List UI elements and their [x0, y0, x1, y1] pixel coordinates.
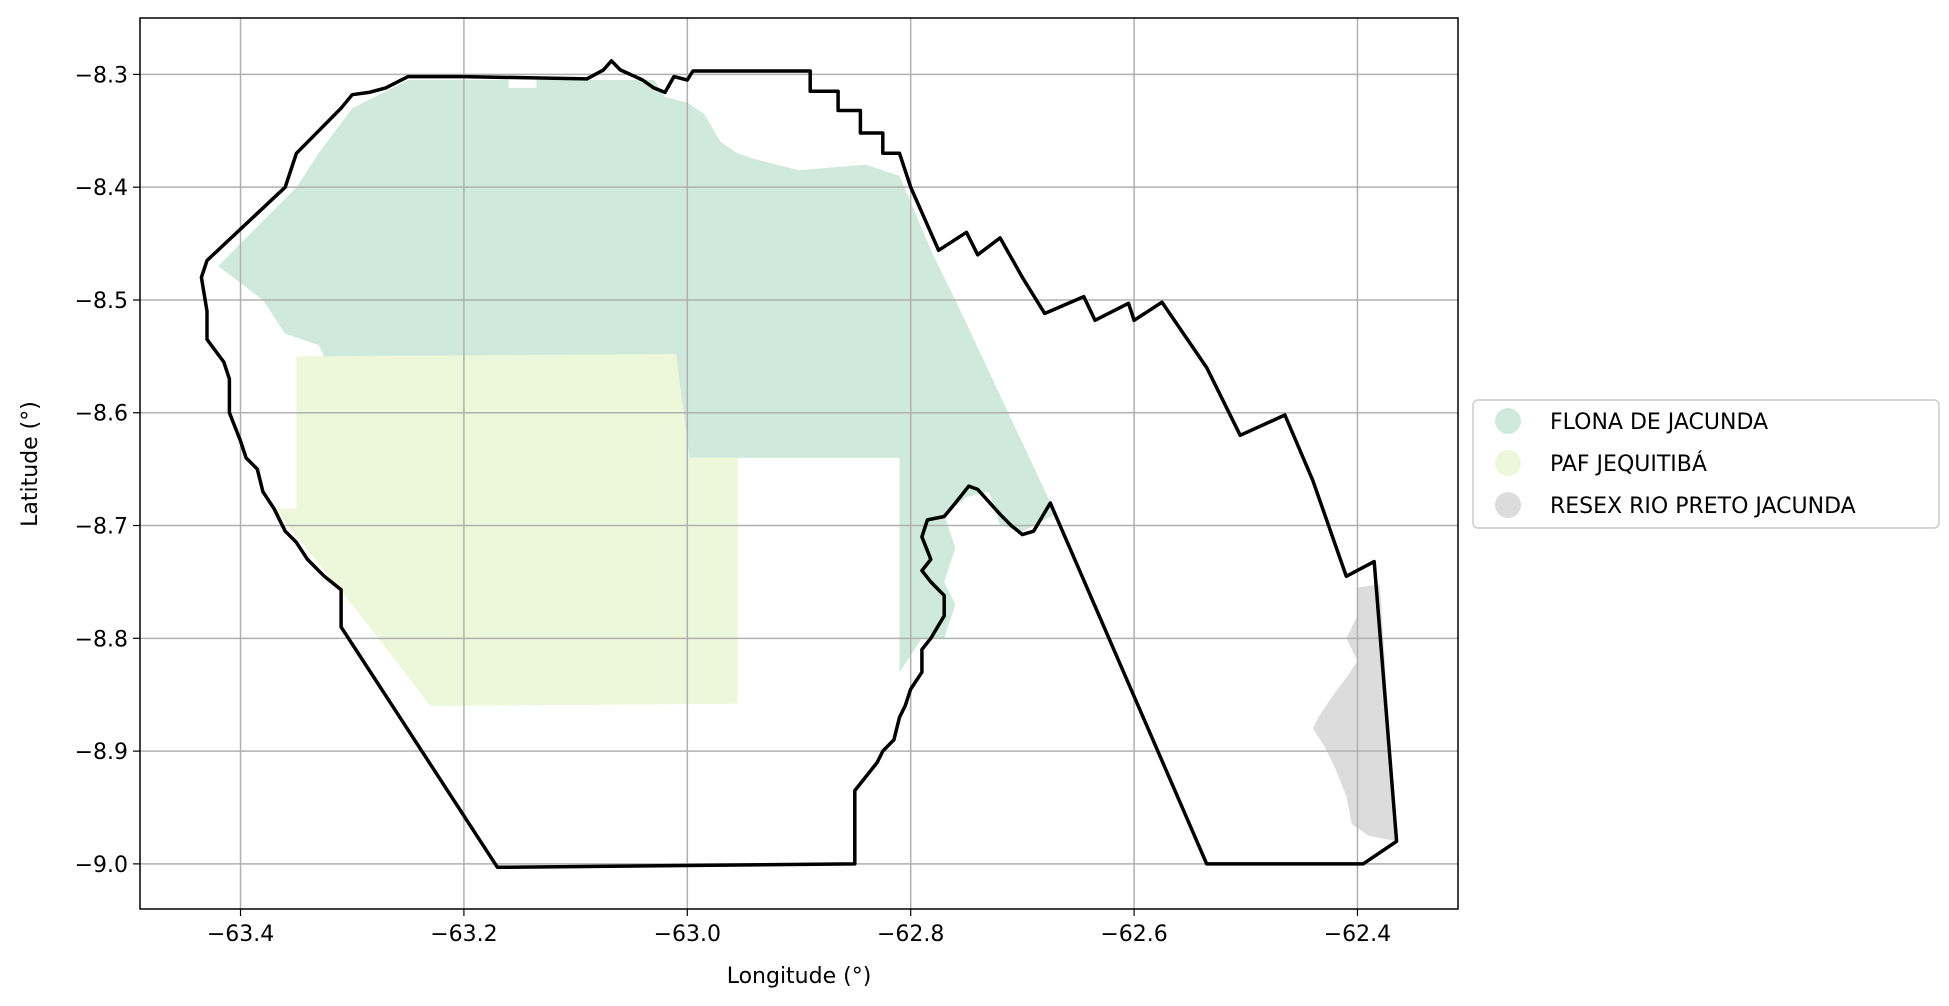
area-flona-de-jacunda: [218, 80, 1056, 673]
x-axis-ticks: −63.4 −63.2 −63.0 −62.8 −62.6 −62.4: [207, 909, 1391, 947]
municipality-boundary: [199, 59, 1399, 870]
y-tick-label: −8.5: [75, 289, 128, 314]
legend-marker-paf-jequitiba: [1495, 450, 1521, 476]
plot-frame: [139, 17, 1459, 910]
area-resex-rio-preto-jacunda: [1312, 584, 1397, 842]
legend-items: FLONA DE JACUNDA PAF JEQUITIBÁ RESEX RIO P…: [1495, 408, 1856, 519]
y-tick-label: −8.3: [75, 63, 128, 88]
x-tick-label: −63.4: [207, 922, 274, 947]
legend-label: PAF JEQUITIBÁ: [1550, 451, 1707, 477]
y-tick-label: −8.9: [75, 740, 128, 765]
x-tick-label: −63.0: [654, 922, 721, 947]
legend-label: RESEX RIO PRETO JACUNDA: [1550, 494, 1856, 519]
y-tick-label: −8.6: [75, 402, 128, 427]
legend-marker-resex-rio-preto-jacunda: [1495, 492, 1521, 518]
x-tick-label: −62.4: [1324, 922, 1391, 947]
area-paf-jequitiba: [274, 354, 738, 706]
legend-box: [1472, 399, 1940, 529]
y-tick-label: −8.7: [75, 515, 128, 540]
x-tick-label: −63.2: [430, 922, 497, 947]
x-tick-label: −62.8: [877, 922, 944, 947]
x-axis-label: Longitude (°): [727, 964, 872, 989]
y-tick-label: −8.8: [75, 627, 128, 652]
x-tick-label: −62.6: [1100, 922, 1167, 947]
grid-lines: [140, 18, 1458, 909]
boundary-layer: [199, 59, 1399, 870]
legend-marker-flona-de-jacunda: [1495, 408, 1521, 434]
y-axis-label: Latitude (°): [18, 401, 43, 527]
y-axis-ticks: −8.3 −8.4 −8.5 −8.6 −8.7 −8.8 −8.9 −9.0: [75, 63, 140, 878]
protected-areas-layer: [218, 80, 1397, 842]
y-tick-label: −9.0: [75, 853, 128, 878]
legend-label: FLONA DE JACUNDA: [1550, 410, 1768, 435]
legend: FLONA DE JACUNDA PAF JEQUITIBÁ RESEX RIO P…: [1472, 399, 1940, 529]
y-tick-label: −8.4: [75, 176, 128, 201]
